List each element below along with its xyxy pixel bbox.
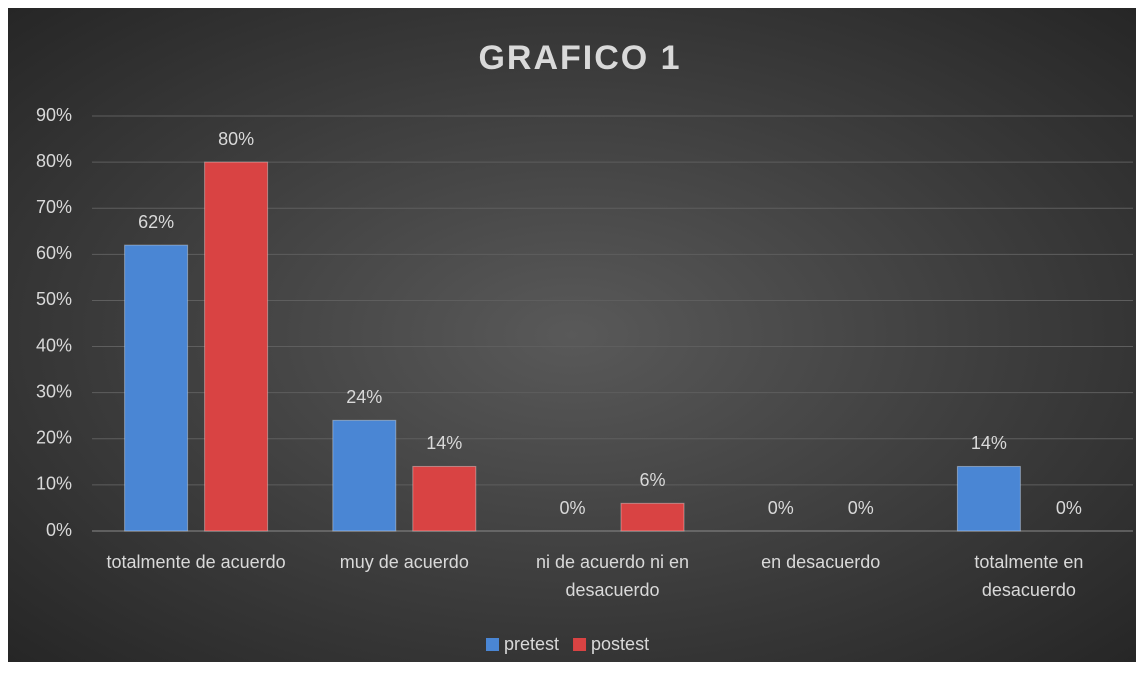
chart: GRAFICO 1 0% 10% 20% 30% 40% 50% 60% 70% 80% 90% 6… bbox=[8, 8, 1136, 662]
y-tick-label: 0% bbox=[46, 520, 72, 540]
bar bbox=[124, 244, 189, 532]
legend-label: pretest bbox=[504, 634, 559, 654]
data-label: 0% bbox=[559, 498, 585, 518]
legend-swatch bbox=[573, 638, 587, 651]
x-tick-label: totalmente de acuerdo bbox=[106, 552, 286, 572]
data-label: 14% bbox=[971, 433, 1007, 453]
y-tick-label: 10% bbox=[36, 474, 72, 494]
y-tick-label: 20% bbox=[36, 428, 72, 448]
x-tick-label: en desacuerdo bbox=[761, 552, 881, 572]
data-label: 62% bbox=[138, 212, 174, 232]
legend-label: postest bbox=[591, 634, 649, 654]
bar bbox=[956, 465, 1021, 532]
bar bbox=[620, 502, 685, 532]
data-label: 0% bbox=[848, 498, 874, 518]
bar bbox=[332, 419, 397, 532]
x-tick-label: totalmente en desacuerdo bbox=[974, 552, 1084, 600]
bar bbox=[204, 161, 269, 532]
y-tick-label: 40% bbox=[36, 335, 72, 355]
chart-title: GRAFICO 1 bbox=[478, 39, 681, 77]
y-tick-label: 70% bbox=[36, 197, 72, 217]
data-label: 80% bbox=[218, 129, 254, 149]
legend-swatch bbox=[486, 638, 499, 651]
y-tick-label: 50% bbox=[36, 289, 72, 309]
y-tick-label: 80% bbox=[36, 151, 72, 171]
x-tick-label: ni de acuerdo ni en desacuerdo bbox=[535, 552, 690, 600]
chart-svg: GRAFICO 1 0% 10% 20% 30% 40% 50% 60% 70% 80% 90% 6… bbox=[36, 39, 1133, 654]
data-label: 0% bbox=[768, 498, 794, 518]
y-tick-label: 90% bbox=[36, 105, 72, 125]
data-label: 6% bbox=[639, 470, 665, 490]
data-label: 0% bbox=[1056, 498, 1082, 518]
x-tick-label: muy de acuerdo bbox=[339, 552, 469, 572]
bar bbox=[412, 465, 477, 532]
y-tick-label: 60% bbox=[36, 243, 72, 263]
data-label: 14% bbox=[426, 433, 462, 453]
data-label: 24% bbox=[346, 387, 382, 407]
y-tick-label: 30% bbox=[36, 381, 72, 401]
